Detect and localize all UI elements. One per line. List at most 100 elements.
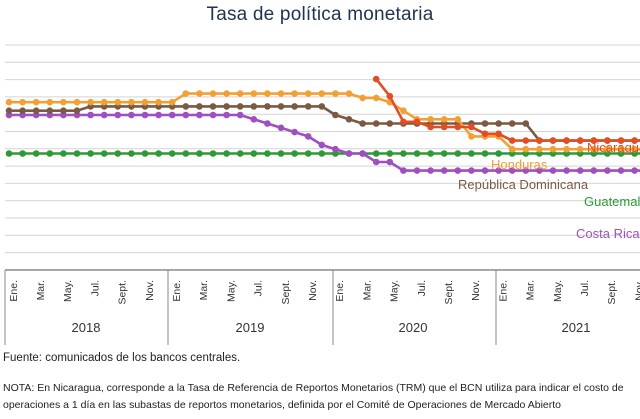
data-point (549, 167, 557, 174)
data-point (481, 150, 489, 157)
data-point (46, 98, 54, 106)
data-point (5, 150, 13, 157)
data-point (468, 150, 475, 157)
data-point (182, 111, 190, 119)
data-point (87, 150, 94, 157)
data-point (277, 90, 285, 97)
data-point (318, 90, 326, 97)
data-point (386, 158, 394, 166)
data-point (549, 145, 557, 153)
data-point (250, 150, 258, 157)
data-point (495, 167, 502, 174)
data-point (427, 116, 434, 123)
x-tick-label: Mar. (361, 280, 373, 300)
data-point (454, 150, 462, 157)
data-point (32, 150, 40, 157)
data-point (413, 118, 421, 126)
data-point (468, 167, 475, 174)
data-point (155, 98, 162, 106)
data-point (359, 120, 366, 127)
data-point (345, 90, 353, 97)
x-tick-label: Nov. (470, 280, 482, 301)
data-point (604, 145, 611, 153)
data-point (332, 90, 339, 97)
data-point (454, 123, 462, 131)
data-point (100, 111, 108, 119)
series-labels: Nicaragua Honduras República Dominicana Gua… (458, 140, 640, 241)
data-point (87, 111, 94, 119)
series-nicaragua (372, 75, 640, 144)
data-point (223, 90, 230, 97)
data-point (128, 111, 135, 119)
gridlines (5, 44, 640, 271)
series-label: Guatemala (584, 194, 640, 209)
data-point (454, 116, 462, 123)
data-point (291, 150, 298, 157)
data-point (468, 133, 475, 140)
series-label: Costa Rica (576, 226, 640, 241)
data-point (576, 145, 584, 153)
x-tick-label: Jul. (253, 280, 265, 296)
data-point (264, 90, 271, 97)
data-point (60, 150, 67, 157)
data-point (440, 167, 448, 174)
data-point (413, 150, 421, 157)
data-point (495, 150, 502, 157)
data-point (209, 90, 217, 97)
data-point (250, 116, 258, 123)
data-point (590, 145, 598, 153)
data-point (359, 150, 366, 157)
data-point (372, 158, 380, 166)
x-tick-label: Ene. (8, 280, 20, 302)
data-point (19, 107, 26, 114)
data-point (508, 137, 516, 144)
data-point (386, 120, 394, 127)
data-point (549, 137, 557, 144)
series-costa-rica (5, 111, 640, 174)
x-tick-label: Mar. (35, 280, 47, 300)
data-point (46, 107, 54, 114)
data-point (5, 107, 13, 114)
x-tick-label: May. (552, 280, 564, 302)
data-point (522, 167, 530, 174)
data-point (5, 98, 13, 106)
data-point (400, 167, 407, 174)
data-point (304, 90, 312, 97)
data-point (236, 150, 244, 157)
data-point (291, 128, 298, 136)
series-label: Nicaragua (587, 140, 640, 155)
x-tick-label: Nov. (633, 280, 640, 301)
data-point (128, 150, 135, 157)
data-point (386, 92, 394, 100)
data-point (236, 111, 244, 119)
x-tick-label: Ene. (497, 280, 509, 302)
series-lines (5, 75, 640, 174)
data-point (508, 120, 516, 127)
data-point (563, 145, 570, 153)
data-point (304, 133, 312, 140)
data-point (631, 145, 638, 153)
data-point (440, 123, 448, 131)
chart-title: Tasa de política monetaria (206, 4, 434, 25)
data-point (631, 167, 638, 174)
data-point (155, 150, 162, 157)
data-point (196, 103, 203, 110)
source-note: Fuente: comunicados de los bancos centra… (3, 352, 241, 364)
data-point (264, 103, 271, 110)
data-point (372, 150, 380, 157)
series-rep-blica-dominicana (5, 103, 640, 144)
data-point (168, 98, 176, 106)
data-point (617, 145, 625, 153)
data-point (440, 116, 448, 123)
data-point (32, 107, 40, 114)
x-tick-label: Nov. (307, 280, 319, 301)
data-point (128, 98, 135, 106)
data-point (73, 150, 81, 157)
year-label: 2020 (399, 320, 428, 335)
data-point (400, 118, 407, 126)
data-point (427, 150, 434, 157)
year-label: 2018 (72, 320, 101, 335)
data-point (522, 145, 530, 153)
data-point (495, 130, 502, 138)
data-point (114, 98, 122, 106)
